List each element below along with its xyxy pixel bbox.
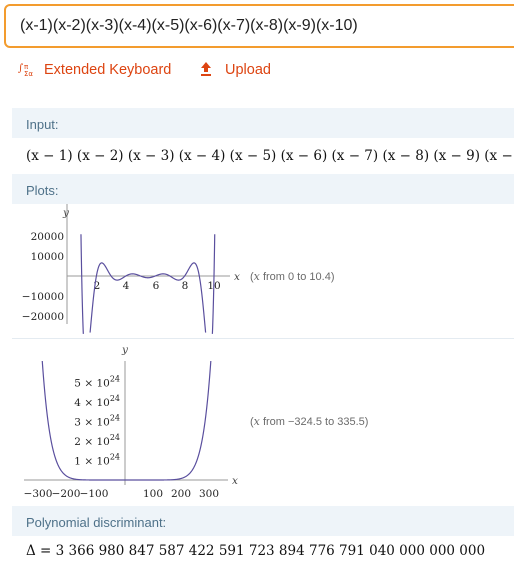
plot-2-xtick-neg200: −200 bbox=[52, 488, 81, 500]
discriminant-value: Δ = 3 366 980 847 587 422 591 723 894 77… bbox=[26, 543, 486, 559]
svg-text:Σα: Σα bbox=[24, 70, 33, 77]
plot-2-xtick-neg300: −300 bbox=[24, 488, 53, 500]
input-pod-header: Input: bbox=[12, 108, 514, 138]
discriminant-pod-title: Polynomial discriminant: bbox=[26, 515, 167, 530]
input-toolbar: ∫ π Σα Extended Keyboard Upload bbox=[0, 58, 514, 84]
plot-2-ytick-1: 1 × 1024 bbox=[74, 453, 120, 468]
input-expression: (x − 1) (x − 2) (x − 3) (x − 4) (x − 5) … bbox=[26, 148, 514, 164]
upload-button[interactable]: Upload bbox=[199, 58, 271, 82]
plot-2-ytick-2: 2 × 1024 bbox=[74, 433, 120, 448]
plot-1-xtick-8: 8 bbox=[182, 280, 189, 292]
plot-1-ytick-neg20000: −20000 bbox=[22, 311, 64, 323]
plot-1-xtick-6: 6 bbox=[153, 280, 160, 292]
input-pod-title: Input: bbox=[26, 117, 59, 132]
plot-2-xtick-300: 300 bbox=[199, 488, 219, 500]
plot-1-xtick-2: 2 bbox=[94, 280, 101, 292]
plot-2-ytick-3: 3 × 1024 bbox=[74, 414, 120, 429]
extended-keyboard-icon: ∫ π Σα bbox=[18, 61, 38, 80]
plot-1-xlabel: x bbox=[234, 271, 240, 283]
input-pod-body[interactable]: (x − 1) (x − 2) (x − 3) (x − 4) (x − 5) … bbox=[12, 138, 514, 174]
upload-arrow-icon bbox=[199, 61, 219, 80]
plot-2-ytick-4: 4 × 1024 bbox=[74, 394, 120, 409]
plot-2-y-ticks: 1 × 1024 2 × 1024 3 × 1024 4 × 1024 5 × 1024 bbox=[74, 375, 120, 468]
plot-1-curve bbox=[80, 234, 216, 334]
results-panel: Input: (x − 1) (x − 2) (x − 3) (x − 4) (… bbox=[12, 108, 514, 566]
plot-1-ytick-neg10000: −10000 bbox=[22, 291, 64, 303]
extended-keyboard-label: Extended Keyboard bbox=[44, 62, 172, 78]
plot-1-ytick-10000: 10000 bbox=[31, 251, 64, 263]
plot-1-chart: 20000 10000 −10000 −20000 2 4 6 8 10 y x bbox=[22, 204, 240, 334]
plot-2-xtick-200: 200 bbox=[171, 488, 191, 500]
plot-1-xtick-4: 4 bbox=[123, 280, 130, 292]
plot-1[interactable]: 20000 10000 −10000 −20000 2 4 6 8 10 y x… bbox=[12, 204, 514, 338]
search-input[interactable]: (x-1)(x-2)(x-3)(x-4)(x-5)(x-6)(x-7)(x-8)… bbox=[4, 4, 514, 48]
plot-2-ylabel: y bbox=[121, 344, 129, 356]
extended-keyboard-button[interactable]: ∫ π Σα Extended Keyboard bbox=[18, 58, 171, 82]
plot-1-ytick-20000: 20000 bbox=[31, 231, 64, 243]
plot-1-range-note: (x from 0 to 10.4) bbox=[250, 270, 335, 283]
plots-pod-header: Plots: bbox=[12, 174, 514, 204]
plot-1-ylabel: y bbox=[62, 207, 70, 219]
plot-2-curve bbox=[41, 360, 212, 481]
upload-label: Upload bbox=[225, 62, 271, 78]
plot-2-xtick-100: 100 bbox=[143, 488, 163, 500]
plot-2-range-note: (x from −324.5 to 335.5) bbox=[250, 415, 369, 428]
plot-2-xlabel: x bbox=[232, 475, 238, 487]
discriminant-pod-body[interactable]: Δ = 3 366 980 847 587 422 591 723 894 77… bbox=[12, 536, 514, 566]
plot-divider bbox=[12, 338, 514, 339]
discriminant-pod-header: Polynomial discriminant: bbox=[12, 506, 514, 536]
plots-pod-title: Plots: bbox=[26, 183, 59, 198]
svg-text:∫: ∫ bbox=[18, 63, 23, 74]
plot-2-xtick-neg100: −100 bbox=[80, 488, 109, 500]
plot-2[interactable]: 1 × 1024 2 × 1024 3 × 1024 4 × 1024 5 × 1024… bbox=[12, 339, 514, 506]
svg-text:π: π bbox=[24, 63, 29, 71]
plot-2-ytick-5: 5 × 1024 bbox=[74, 375, 120, 390]
search-query-text[interactable]: (x-1)(x-2)(x-3)(x-4)(x-5)(x-6)(x-7)(x-8)… bbox=[20, 17, 358, 34]
plot-2-chart: 1 × 1024 2 × 1024 3 × 1024 4 × 1024 5 × 1024… bbox=[24, 344, 238, 500]
